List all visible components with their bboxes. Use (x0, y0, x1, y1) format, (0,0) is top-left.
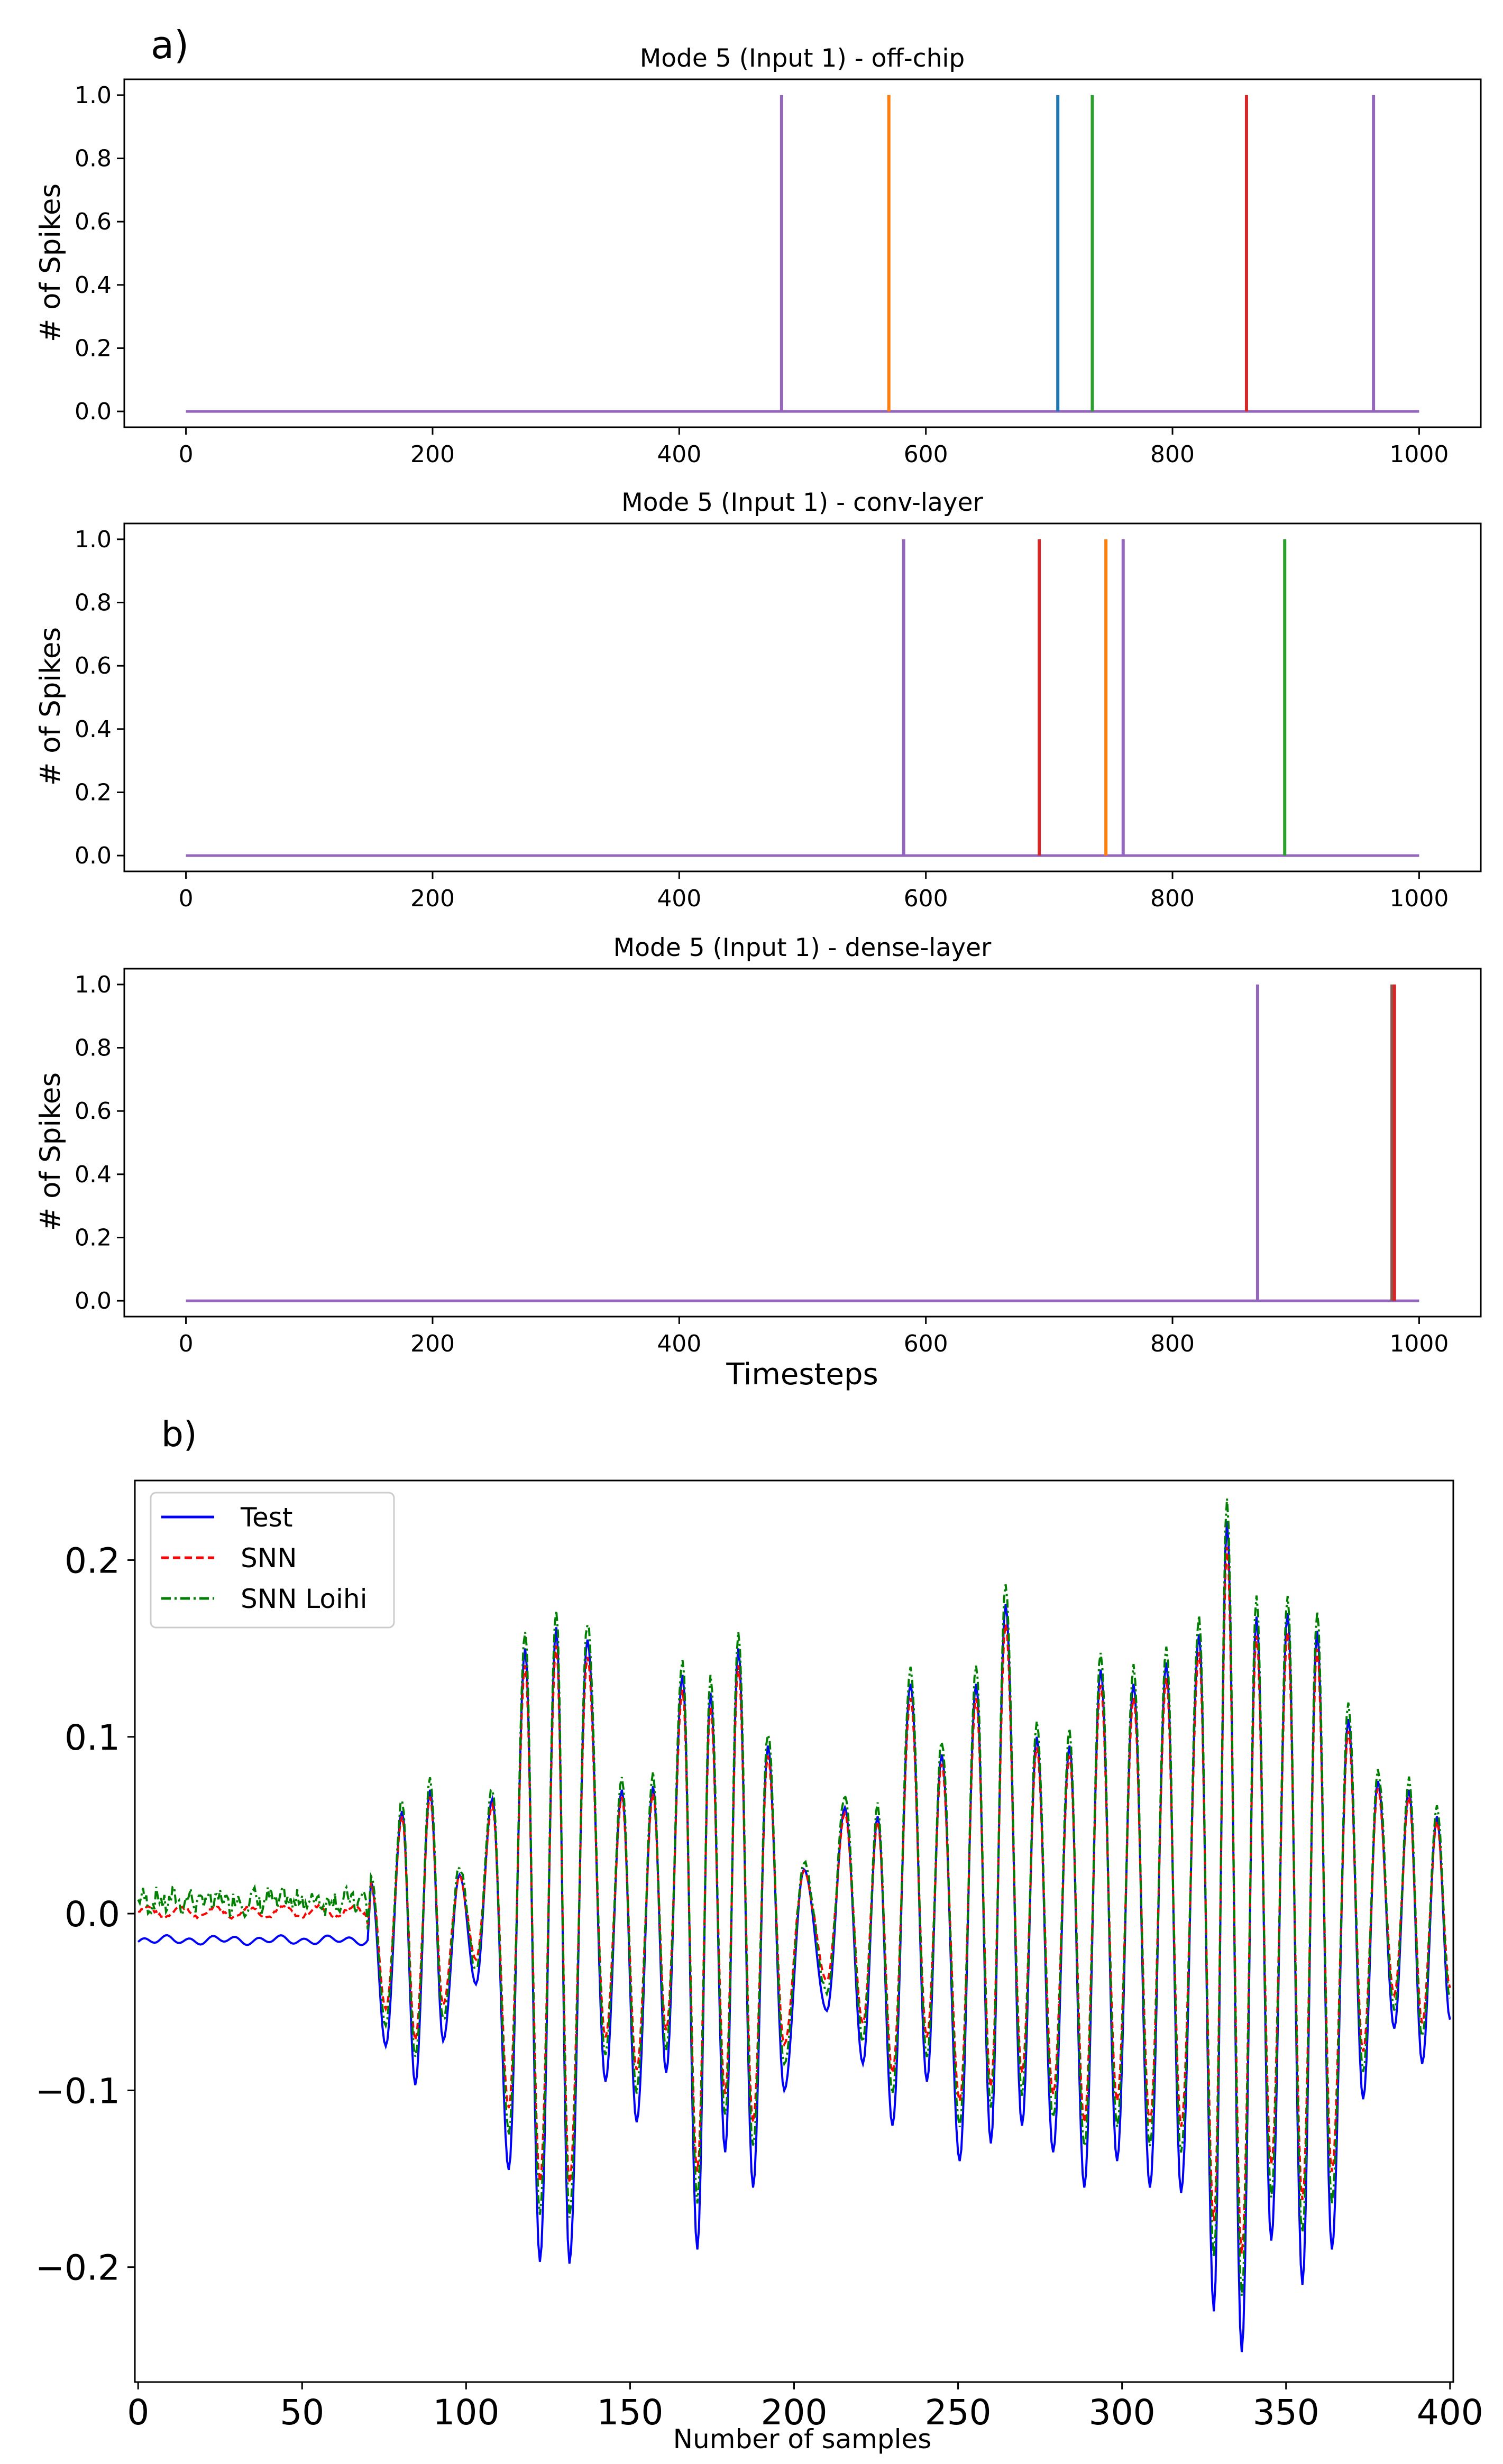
series-line-snn (138, 1547, 1451, 2254)
y-tick-label: 0.6 (75, 208, 112, 235)
legend-label-snn: SNN (241, 1543, 297, 1574)
signal-chart: Number of samples 0 50 100 150 200 250 300 350 4… (35, 1479, 1483, 2454)
plot-area: 0 200 400 600 800 1000 0.0 0.2 0.4 0.6 0.8 1.0 (75, 78, 1482, 468)
x-tick-label: 600 (904, 885, 948, 912)
y-tick-label: 0.6 (75, 652, 112, 679)
y-tick-label: 0.0 (75, 398, 112, 425)
y-tick-label: 0.8 (75, 590, 112, 617)
spike-chart-dense-layer: Mode 5 (Input 1) - dense-layer # of Spik… (34, 933, 1482, 1392)
y-tick-label: 0.6 (75, 1098, 112, 1125)
plot-frame (123, 968, 1482, 1318)
x-tick-label: 400 (657, 441, 701, 468)
x-tick-label: 300 (1089, 2392, 1156, 2433)
x-tick-label: 200 (410, 441, 455, 468)
x-tick-label: 800 (1150, 441, 1195, 468)
y-tick-label: 0.4 (75, 272, 112, 299)
y-tick-label: 0.2 (65, 1540, 120, 1581)
x-tick-label: 0 (179, 1330, 194, 1357)
x-tick-label: 600 (904, 1330, 948, 1357)
y-tick-label: −0.1 (35, 2071, 120, 2111)
y-tick-label: 0.2 (75, 335, 112, 362)
y-tick-label: 0.2 (75, 779, 112, 806)
y-tick-label: 0.0 (75, 842, 112, 869)
x-tick-label: 400 (657, 1330, 701, 1357)
x-tick-label: 200 (410, 885, 455, 912)
x-tick-label: 200 (410, 1330, 455, 1357)
y-tick-label: 0.8 (75, 145, 112, 172)
y-tick-label: −0.2 (35, 2248, 120, 2288)
x-tick-label: 0 (179, 885, 194, 912)
x-tick-label: 150 (597, 2392, 663, 2433)
y-tick-label: 0.2 (75, 1224, 112, 1251)
plot-frame (123, 78, 1482, 428)
plot-area: 0 200 400 600 800 1000 0.0 0.2 0.4 0.6 0.8 1.0 (75, 522, 1482, 912)
x-tick-label: 50 (280, 2392, 324, 2433)
x-axis-label: Number of samples (673, 2424, 932, 2454)
panel-a-label: a) (151, 23, 189, 67)
y-tick-label: 0.0 (65, 1894, 120, 1935)
panel-b-label: b) (161, 1414, 197, 1455)
x-tick-label: 800 (1150, 1330, 1195, 1357)
x-tick-label: 250 (925, 2392, 992, 2433)
y-tick-label: 0.4 (75, 1161, 112, 1188)
x-axis-label: Timesteps (726, 1357, 878, 1392)
plot-frame (123, 522, 1482, 872)
x-tick-label: 600 (904, 441, 948, 468)
legend-frame (150, 1492, 395, 1629)
chart-title: Mode 5 (Input 1) - dense-layer (613, 933, 992, 962)
y-axis-label: # of Spikes (34, 183, 67, 342)
spike-chart-conv-layer: Mode 5 (Input 1) - conv-layer # of Spike… (34, 488, 1482, 912)
chart-title: Mode 5 (Input 1) - conv-layer (621, 488, 983, 517)
y-tick-label: 0.0 (75, 1288, 112, 1314)
y-tick-label: 1.0 (75, 971, 112, 998)
legend: Test SNN SNN Loihi (150, 1492, 395, 1629)
legend-label-test: Test (240, 1502, 292, 1533)
y-axis-label: # of Spikes (34, 627, 67, 786)
y-tick-label: 0.1 (65, 1717, 120, 1758)
y-tick-label: 1.0 (75, 526, 112, 553)
series-line-snn-loihi (137, 1498, 1451, 2296)
x-tick-label: 1000 (1389, 1330, 1449, 1357)
x-tick-label: 200 (761, 2392, 828, 2433)
x-tick-label: 1000 (1389, 885, 1449, 912)
y-axis-label: # of Spikes (34, 1072, 67, 1231)
x-tick-label: 100 (433, 2392, 499, 2433)
legend-label-snn-loihi: SNN Loihi (241, 1584, 367, 1614)
spike-chart-off-chip: Mode 5 (Input 1) - off-chip # of Spikes … (34, 44, 1482, 468)
y-tick-label: 1.0 (75, 82, 112, 109)
x-tick-label: 400 (657, 885, 701, 912)
y-tick-label: 0.4 (75, 716, 112, 743)
x-tick-label: 1000 (1389, 441, 1449, 468)
plot-area: 0 50 100 150 200 250 300 350 400 −0.2 −0.1 0.0 0.1 0.… (35, 1479, 1483, 2433)
x-tick-label: 0 (179, 441, 194, 468)
x-tick-label: 800 (1150, 885, 1195, 912)
x-tick-label: 400 (1417, 2392, 1483, 2433)
y-tick-label: 0.8 (75, 1035, 112, 1062)
plot-area: 0 200 400 600 800 1000 0.0 0.2 0.4 0.6 0.8 1.0 (75, 968, 1482, 1357)
x-tick-label: 350 (1253, 2392, 1319, 2433)
x-tick-label: 0 (127, 2392, 149, 2433)
chart-title: Mode 5 (Input 1) - off-chip (640, 44, 965, 73)
